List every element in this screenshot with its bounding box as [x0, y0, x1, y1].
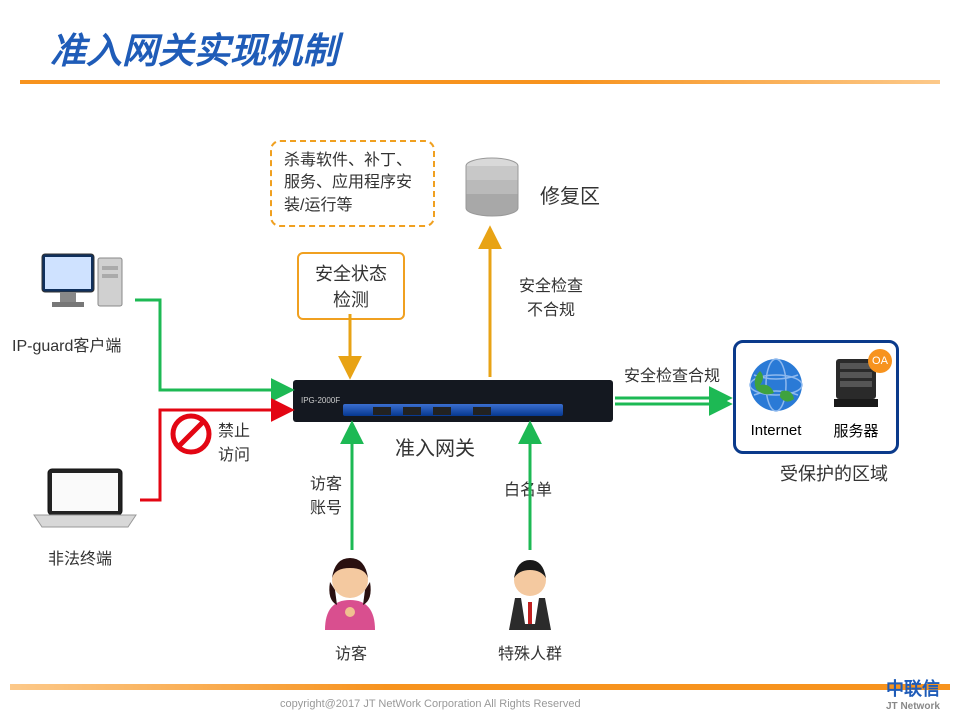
- connectors: [0, 0, 960, 720]
